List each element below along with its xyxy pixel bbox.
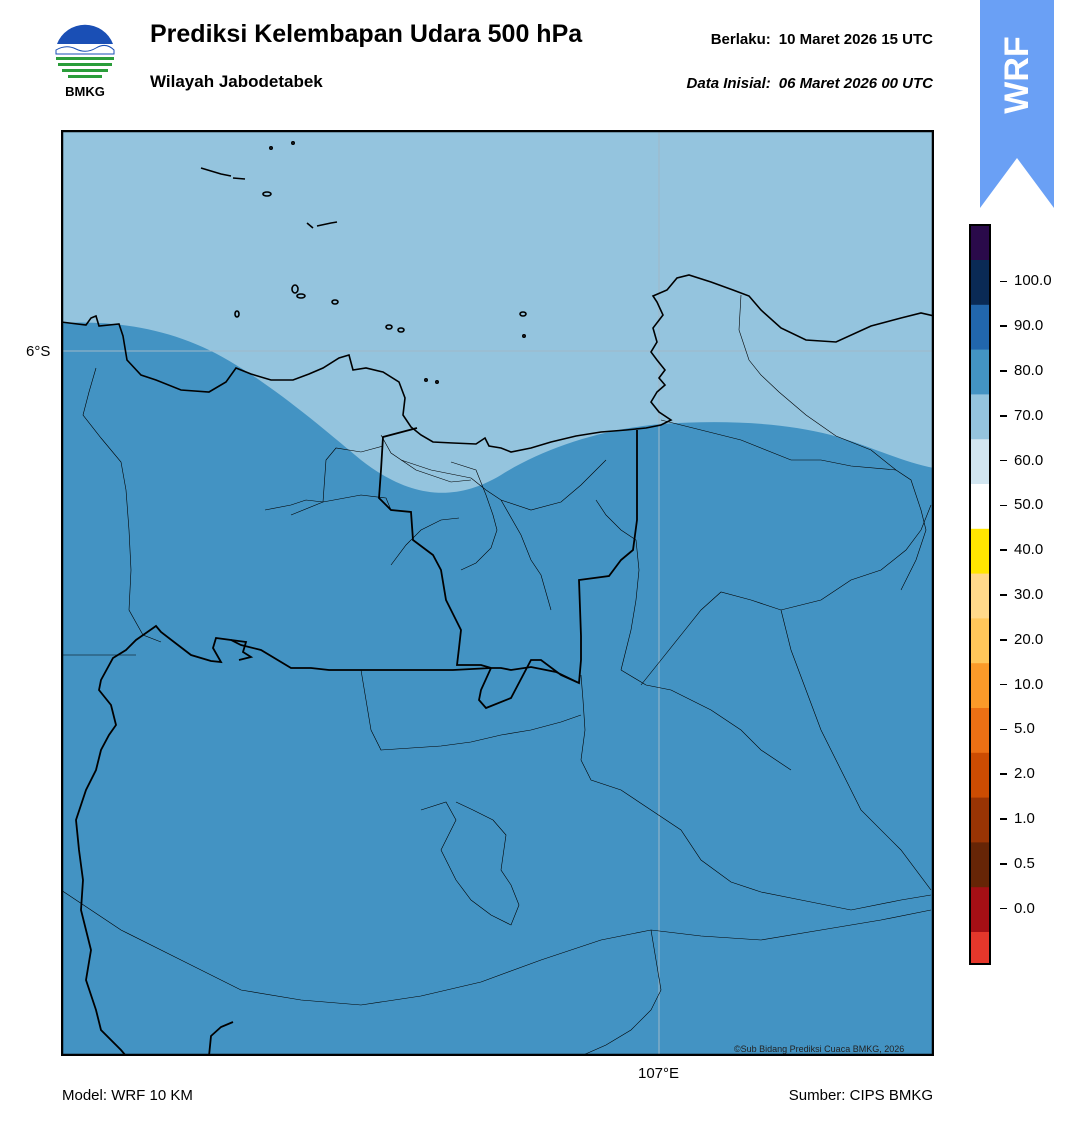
- colorbar-tick: [1000, 773, 1007, 775]
- colorbar-tick: [1000, 504, 1007, 507]
- valid-key: Berlaku:: [710, 31, 771, 48]
- colorbar-swatch: [969, 618, 991, 664]
- model-label: Model: WRF 10 KM: [62, 1087, 193, 1104]
- colorbar-label: 0.5: [1014, 854, 1035, 872]
- wrf-badge: [980, 0, 1054, 208]
- colorbar-label: 0.0: [1014, 899, 1035, 917]
- colorbar-swatch: [969, 887, 991, 933]
- colorbar-label: 50.0: [1014, 496, 1044, 514]
- colorbar-tick: [1000, 639, 1007, 641]
- source-label: Sumber: CIPS BMKG: [788, 1087, 933, 1104]
- colorbar-frame: [969, 224, 991, 965]
- colorbar-swatch: [969, 708, 991, 754]
- colorbar-label: 60.0: [1014, 451, 1044, 469]
- valid-time: Berlaku: 10 Maret 2026 15 UTC: [711, 31, 933, 48]
- colorbar-tick: [1000, 280, 1007, 283]
- colorbar-label: 30.0: [1014, 586, 1044, 603]
- colorbar-swatch: [969, 752, 991, 799]
- map-frame: [61, 130, 934, 1056]
- colorbar-tick: [1000, 594, 1007, 596]
- humidity-map: [61, 130, 934, 1056]
- islands: [200, 141, 527, 385]
- colorbar-tick: [1000, 459, 1007, 462]
- valid-value: 10 Maret 2026 15 UTC: [778, 31, 933, 48]
- colorbar-tick: [1000, 415, 1007, 417]
- colorbar-swatch: [969, 439, 991, 485]
- lon-label: 107°E: [638, 1065, 680, 1082]
- colorbar-tick: [1000, 728, 1007, 731]
- colorbar-swatch: [969, 260, 991, 306]
- page-title: Prediksi Kelembapan Udara 500 hPa: [150, 20, 583, 48]
- colorbar-swatch: [969, 349, 991, 395]
- colorbar-label: 10.0: [1014, 675, 1044, 693]
- colorbar-swatch: [969, 304, 991, 351]
- colorbar: [969, 224, 991, 965]
- colorbar-tick: [1000, 683, 1007, 686]
- colorbar-label: 1.0: [1014, 810, 1035, 827]
- bmkg-logo-icon: [52, 20, 118, 102]
- colorbar-label: 100.0: [1014, 272, 1052, 290]
- humidity-band-70-80: [61, 322, 934, 1056]
- colorbar-tick: [1000, 907, 1007, 910]
- colorbar-swatch: [969, 528, 991, 575]
- colorbar-tick: [1000, 549, 1007, 551]
- init-key: Data Inisial:: [686, 75, 771, 92]
- svg-text:WRF: WRF: [998, 36, 1036, 113]
- page-subtitle: Wilayah Jabodetabek: [150, 72, 323, 91]
- wrf-badge-text: WRF: [998, 36, 1036, 113]
- colorbar-swatch: [969, 663, 991, 709]
- colorbar-label: 40.0: [1014, 541, 1044, 559]
- colorbar-label: 70.0: [1014, 406, 1044, 424]
- colorbar-labels: 100.0 90.0 80.0 70.0 60.0 50.0 40.0 30.0 20.0 10.…: [1000, 224, 1080, 965]
- colorbar-tick: [1000, 863, 1007, 865]
- init-time: Data Inisial: 06 Maret 2026 00 UTC: [687, 75, 933, 92]
- colorbar-swatch: [969, 224, 991, 261]
- init-value: 06 Maret 2026 00 UTC: [778, 75, 933, 92]
- regency-boundaries: [61, 294, 932, 1056]
- logo-text: BMKG: [65, 84, 105, 99]
- colorbar-swatch: [969, 484, 991, 530]
- colorbar-label: 80.0: [1014, 362, 1044, 379]
- colorbar-tick: [1000, 370, 1007, 372]
- colorbar-label: 5.0: [1014, 720, 1035, 738]
- coastline: [61, 274, 934, 453]
- province-boundary: [75, 427, 638, 1056]
- map-credit: ©Sub Bidang Prediksi Cuaca BMKG, 2026: [734, 1044, 905, 1054]
- colorbar-swatch: [969, 394, 991, 440]
- colorbar-label: 20.0: [1014, 630, 1044, 648]
- colorbar-label: 90.0: [1014, 317, 1044, 335]
- colorbar-swatch: [969, 932, 991, 965]
- colorbar-tick: [1000, 818, 1007, 820]
- colorbar-label: 2.0: [1014, 765, 1035, 783]
- colorbar-swatch: [969, 573, 991, 619]
- colorbar-tick: [1000, 325, 1007, 327]
- lat-label: 6°S: [26, 343, 51, 360]
- colorbar-swatch: [969, 797, 991, 843]
- colorbar-swatch: [969, 842, 991, 888]
